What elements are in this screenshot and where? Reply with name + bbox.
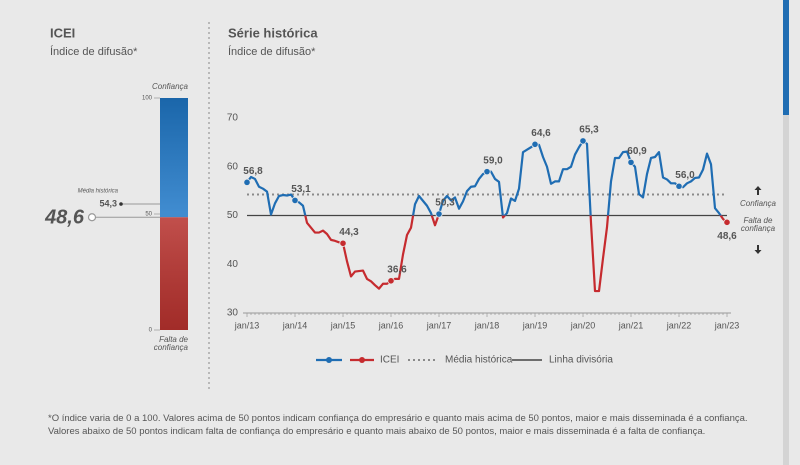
legend-label: Média histórica xyxy=(445,355,513,366)
gauge-tick-label: 100 xyxy=(142,96,153,102)
data-label: 56,0 xyxy=(675,170,695,181)
gauge-subtitle: Índice de difusão* xyxy=(50,45,138,58)
data-point xyxy=(531,140,539,148)
data-point xyxy=(339,239,347,247)
x-tick-label: jan/15 xyxy=(330,320,356,330)
data-point xyxy=(483,168,491,176)
y-tick-label: 70 xyxy=(227,113,239,124)
chart-subtitle: Índice de difusão* xyxy=(228,45,316,58)
data-label: 48,6 xyxy=(717,231,737,242)
gauge-top-label: Confiança xyxy=(152,82,189,91)
data-point xyxy=(435,210,443,218)
data-label: 64,6 xyxy=(531,128,551,139)
down-arrow xyxy=(754,245,762,254)
x-tick-label: jan/14 xyxy=(282,320,308,330)
y-tick-label: 60 xyxy=(227,161,239,172)
data-point xyxy=(675,182,683,190)
gauge-value-dot xyxy=(87,213,97,222)
x-tick-label: jan/17 xyxy=(426,320,452,330)
data-label: 36,6 xyxy=(387,264,407,275)
x-tick-label: jan/23 xyxy=(714,320,740,330)
legend-dot xyxy=(326,357,332,363)
gauge-title: ICEI xyxy=(50,25,75,40)
y-tick-label: 30 xyxy=(227,308,239,319)
gauge-reference-value: 54,3 xyxy=(99,198,117,208)
gauge-minor-ticks xyxy=(160,98,168,330)
series-line-below xyxy=(270,215,728,293)
edge-strip xyxy=(783,0,789,115)
x-tick-label: jan/18 xyxy=(474,320,500,330)
data-point xyxy=(291,196,299,204)
footnote: *O índice varia de 0 a 100. Valores acim… xyxy=(48,413,748,438)
data-label: 60,9 xyxy=(627,146,647,157)
x-tick-label: jan/13 xyxy=(234,320,260,330)
data-label: 59,0 xyxy=(483,155,503,166)
gauge-reference-dot xyxy=(119,202,123,206)
data-label: 53,1 xyxy=(291,184,311,195)
gauge-reference-name: Média histórica xyxy=(78,189,119,195)
y-tick-label: 50 xyxy=(227,210,239,221)
data-label: 65,3 xyxy=(579,125,599,136)
below-label-box: Falta de confiança xyxy=(740,217,776,234)
gauge-value-label: 48,6 xyxy=(44,207,85,229)
footnote-box: *O índice varia de 0 a 100. Valores acim… xyxy=(48,413,748,438)
data-label: 56,8 xyxy=(243,166,263,177)
data-point xyxy=(723,218,731,226)
gauge-tick-label: 50 xyxy=(145,212,152,218)
legend-label: Linha divisória xyxy=(549,355,613,366)
data-point xyxy=(387,277,395,285)
x-tick-label: jan/20 xyxy=(570,320,596,330)
x-tick-label: jan/21 xyxy=(618,320,644,330)
data-point xyxy=(243,178,251,186)
chart-title: Série histórica xyxy=(228,25,318,40)
data-label: 44,3 xyxy=(339,227,359,238)
below-label: Falta de confiança xyxy=(740,217,776,234)
gauge-tick-label: 0 xyxy=(149,328,153,334)
data-point xyxy=(579,137,587,145)
gauge-bottom-label: Falta de confiança xyxy=(153,336,188,353)
data-point xyxy=(627,158,635,166)
legend-label: ICEI xyxy=(380,355,399,366)
up-arrow xyxy=(754,186,762,195)
legend-dot xyxy=(359,357,365,363)
data-label: 50,3 xyxy=(435,198,455,209)
gauge-bottom-label-box: Falta de confiança xyxy=(153,336,188,353)
above-label: Confiança xyxy=(740,199,777,208)
x-tick-label: jan/22 xyxy=(666,320,692,330)
y-tick-label: 40 xyxy=(227,259,239,270)
edge-strip xyxy=(783,115,789,465)
x-tick-label: jan/16 xyxy=(378,320,404,330)
x-tick-label: jan/19 xyxy=(522,320,548,330)
